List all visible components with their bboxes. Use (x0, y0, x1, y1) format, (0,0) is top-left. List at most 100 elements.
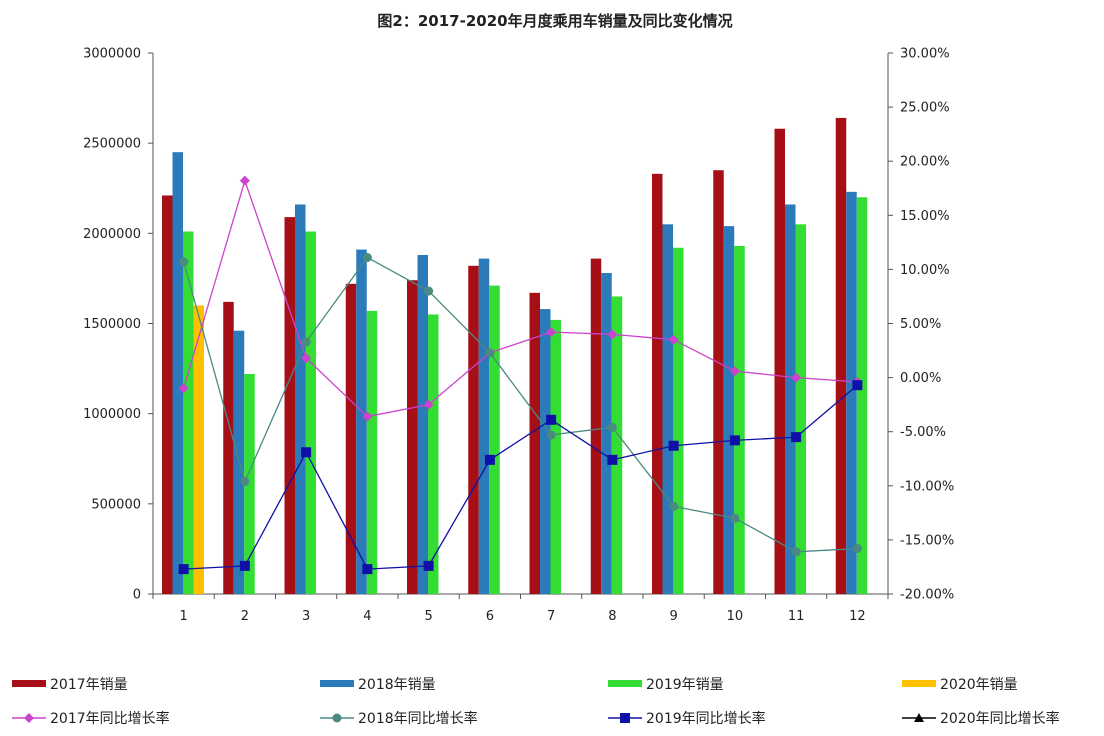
y-right-tick-label: 30.00% (900, 47, 950, 62)
point-2018年同比增长率-3 (301, 337, 311, 347)
bar-2018年销量-7 (540, 309, 551, 594)
legend-label: 2018年销量 (358, 677, 436, 693)
bar-2017年销量-3 (284, 217, 295, 594)
point-2018年同比增长率-8 (607, 422, 617, 432)
x-tick-label: 7 (547, 609, 555, 624)
bar-2017年销量-8 (590, 258, 602, 594)
bar-2017年销量-12 (835, 117, 847, 595)
point-2019年同比增长率-6 (484, 454, 495, 465)
point-2019年同比增长率-3 (301, 447, 312, 458)
bar-2018年销量-3 (295, 204, 306, 595)
x-tick-label: 9 (669, 609, 677, 624)
legend-swatch-2019年销量 (608, 680, 642, 687)
point-2019年同比增长率-12 (852, 380, 863, 391)
bar-2018年销量-8 (601, 273, 612, 594)
x-tick-label: 3 (302, 609, 310, 624)
bar-2018年销量-11 (785, 204, 796, 595)
bar-2017年销量-9 (652, 173, 663, 594)
bar-2019年销量-10 (734, 245, 745, 594)
bar-2019年销量-1 (183, 231, 194, 594)
legend-marker-2019年同比增长率 (620, 713, 630, 723)
point-2018年同比增长率-2 (240, 476, 250, 486)
x-tick-label: 2 (241, 609, 249, 624)
line-2017年同比增长率 (183, 178, 858, 418)
y-right-tick-label: 10.00% (900, 263, 950, 278)
legend: 2017年销量 2018年销量 2019年销量 2020年销量 2017年同比增长率 20… (12, 677, 1060, 727)
bar-2017年销量-5 (407, 280, 418, 594)
line-2019年同比增长率 (183, 384, 858, 570)
bar-2018年销量-6 (478, 258, 490, 594)
point-2018年同比增长率-5 (424, 286, 434, 296)
point-2019年同比增长率-8 (607, 454, 618, 465)
bar-2017年销量-1 (162, 195, 173, 595)
point-2017年同比增长率-5 (423, 399, 434, 410)
bar-2017年销量-7 (529, 292, 540, 594)
legend-label: 2018年同比增长率 (358, 710, 478, 727)
bar-2017年销量-2 (223, 301, 234, 594)
point-2018年同比增长率-1 (179, 257, 189, 267)
point-2017年同比增长率-7 (546, 327, 557, 338)
legend-label: 2019年同比增长率 (646, 710, 766, 727)
legend-marker-2020年同比增长率 (914, 713, 924, 722)
y-right-tick-label: 25.00% (900, 101, 950, 116)
bar-2018年销量-12 (846, 191, 857, 594)
legend-label: 2020年同比增长率 (940, 710, 1060, 727)
bar-2019年销量-4 (366, 310, 378, 594)
point-2018年同比增长率-6 (485, 348, 495, 358)
point-2018年同比增长率-12 (852, 544, 862, 554)
x-tick-label: 4 (363, 609, 371, 624)
y-left-tick-label: 2500000 (83, 137, 141, 152)
x-tick-label: 10 (727, 609, 744, 624)
legend-swatch-2018年销量 (320, 680, 354, 687)
y-right-tick-label: -5.00% (900, 425, 946, 440)
x-tick-label: 12 (849, 609, 866, 624)
y-left-tick-label: 2000000 (83, 227, 141, 242)
y-left-tick-label: 1000000 (83, 407, 141, 422)
legend-swatch-2017年销量 (12, 680, 46, 687)
bar-2019年销量-12 (856, 197, 868, 594)
bar-2018年销量-4 (356, 249, 367, 594)
x-tick-label: 8 (608, 609, 616, 624)
legend-marker-2018年同比增长率 (332, 713, 342, 723)
point-2018年同比增长率-11 (791, 547, 801, 557)
point-2017年同比增长率-11 (791, 372, 802, 383)
bar-2017年销量-6 (468, 265, 479, 594)
point-2017年同比增长率-10 (729, 366, 740, 377)
x-tick-label: 11 (788, 609, 805, 624)
bar-2020年销量-1 (193, 305, 204, 594)
point-2019年同比增长率-2 (239, 560, 250, 571)
bar-2018年销量-9 (662, 224, 673, 595)
bar-2018年销量-10 (723, 226, 735, 594)
y-left-tick-label: 0 (133, 588, 141, 603)
bar-2019年销量-11 (795, 224, 806, 595)
y-right-tick-label: -20.00% (900, 588, 954, 603)
x-tick-label: 6 (486, 609, 494, 624)
bar-2019年销量-6 (489, 285, 500, 594)
point-2017年同比增长率-3 (301, 353, 312, 364)
bar-2019年销量-9 (673, 247, 684, 594)
lines-layer (178, 175, 863, 575)
point-2019年同比增长率-1 (178, 564, 189, 575)
bar-2019年销量-2 (244, 373, 255, 594)
y-right-tick-label: -15.00% (900, 533, 954, 548)
x-tick-label: 5 (424, 609, 432, 624)
axes: 3000000 2500000 2000000 1500000 1000000 50000… (83, 47, 954, 625)
point-2017年同比增长率-9 (668, 334, 679, 345)
legend-swatch-2020年销量 (902, 680, 936, 687)
point-2018年同比增长率-7 (546, 430, 556, 440)
bar-2019年销量-7 (550, 319, 561, 594)
bar-2018年销量-1 (172, 152, 183, 594)
point-2019年同比增长率-10 (729, 435, 740, 446)
line-2018年同比增长率 (182, 256, 858, 553)
legend-marker-2017年同比增长率 (24, 713, 34, 723)
point-2019年同比增长率-5 (423, 560, 434, 571)
point-2017年同比增长率-1 (178, 383, 189, 394)
y-left-tick-label: 1500000 (83, 317, 141, 332)
bar-2019年销量-3 (305, 231, 316, 594)
bar-2017年销量-11 (774, 128, 785, 595)
legend-label: 2019年销量 (646, 677, 724, 693)
bar-2017年销量-4 (345, 283, 357, 594)
y-right-tick-label: -10.00% (900, 479, 954, 494)
